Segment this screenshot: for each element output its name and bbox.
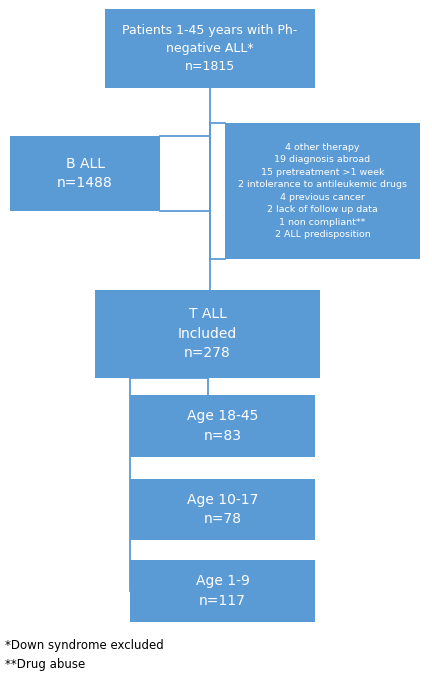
FancyBboxPatch shape bbox=[95, 290, 320, 377]
Text: Age 1-9
n=117: Age 1-9 n=117 bbox=[196, 574, 249, 608]
Text: 4 other therapy
19 diagnosis abroad
15 pretreatment >1 week
2 intolerance to ant: 4 other therapy 19 diagnosis abroad 15 p… bbox=[238, 142, 407, 239]
FancyBboxPatch shape bbox=[10, 136, 160, 211]
FancyBboxPatch shape bbox=[130, 395, 315, 457]
FancyBboxPatch shape bbox=[130, 479, 315, 540]
Text: Age 18-45
n=83: Age 18-45 n=83 bbox=[187, 409, 258, 443]
FancyBboxPatch shape bbox=[130, 560, 315, 622]
Text: Patients 1-45 years with Ph-
negative ALL*
n=1815: Patients 1-45 years with Ph- negative AL… bbox=[122, 24, 298, 73]
FancyBboxPatch shape bbox=[225, 123, 420, 259]
Text: Age 10-17
n=78: Age 10-17 n=78 bbox=[187, 493, 258, 526]
Text: B ALL
n=1488: B ALL n=1488 bbox=[57, 157, 113, 190]
Text: T ALL
Included
n=278: T ALL Included n=278 bbox=[178, 307, 237, 360]
FancyBboxPatch shape bbox=[105, 9, 315, 88]
Text: *Down syndrome excluded
**Drug abuse: *Down syndrome excluded **Drug abuse bbox=[5, 639, 164, 671]
